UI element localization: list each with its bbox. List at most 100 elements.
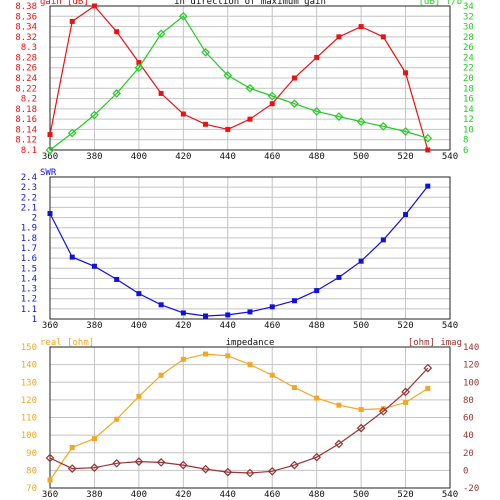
left-tick-label: 1.7 xyxy=(21,244,37,254)
x-tick-label: 360 xyxy=(42,321,58,331)
data-point xyxy=(45,453,55,463)
data-point xyxy=(358,258,364,264)
left-tick-label: 8.18 xyxy=(15,105,37,115)
right-axis-label: [dB] f/b xyxy=(419,0,462,7)
right-tick-label: 22 xyxy=(463,64,474,74)
series-line-1 xyxy=(49,185,429,317)
x-tick-label: 520 xyxy=(397,321,413,331)
data-point xyxy=(378,406,388,416)
right-tick-label: 60 xyxy=(463,414,474,424)
data-point xyxy=(423,133,433,143)
x-tick-label: 420 xyxy=(175,152,191,162)
data-point xyxy=(134,457,144,466)
left-tick-label: 8.14 xyxy=(15,125,37,135)
plot-frame xyxy=(49,346,451,489)
data-point xyxy=(203,313,209,319)
data-point xyxy=(312,107,322,116)
x-tick-label: 520 xyxy=(397,490,413,500)
x-tick-label: 480 xyxy=(309,490,325,500)
data-point xyxy=(336,34,342,40)
data-point xyxy=(291,75,297,81)
data-point xyxy=(156,458,166,467)
right-tick-label: 16 xyxy=(463,95,474,105)
series-line-1 xyxy=(49,353,429,481)
data-point xyxy=(356,423,366,433)
chart-panel-1: 360 380 400 420 440 460 480 500 520 5408.18.128.1… xyxy=(15,0,474,162)
left-tick-label: 2.4 xyxy=(21,173,37,183)
x-tick-label: 500 xyxy=(353,152,369,162)
left-tick-label: 8.34 xyxy=(15,23,37,33)
right-tick-label: 30 xyxy=(463,23,474,33)
data-point xyxy=(336,274,342,280)
x-tick-label: 540 xyxy=(442,152,458,162)
left-tick-label: 1.4 xyxy=(21,274,37,284)
data-point xyxy=(245,468,255,478)
data-point xyxy=(425,147,431,153)
data-point xyxy=(136,60,142,66)
data-point xyxy=(136,393,142,399)
left-tick-label: 8.26 xyxy=(15,64,37,74)
left-tick-label: 120 xyxy=(21,396,37,406)
right-tick-label: 80 xyxy=(463,396,474,406)
data-point xyxy=(225,312,231,318)
data-point xyxy=(136,291,142,297)
data-point xyxy=(291,385,297,391)
left-tick-label: 2.3 xyxy=(21,183,37,193)
data-point xyxy=(380,34,386,40)
right-tick-label: 140 xyxy=(463,343,479,353)
left-tick-label: 110 xyxy=(21,414,37,424)
data-point xyxy=(291,298,297,304)
data-point xyxy=(247,116,253,122)
x-tick-label: 460 xyxy=(264,152,280,162)
x-tick-label: 360 xyxy=(42,152,58,162)
plot-frame xyxy=(49,5,451,151)
chart-panel-2: 360 380 400 420 440 460 480 500 520 540 11.11.21.3… xyxy=(21,168,458,331)
data-point xyxy=(112,89,122,98)
data-point xyxy=(91,263,97,269)
right-tick-label: 12 xyxy=(463,115,474,125)
left-tick-label: 1.2 xyxy=(21,295,37,305)
series-line-1 xyxy=(49,5,429,151)
x-tick-label: 480 xyxy=(309,321,325,331)
left-tick-label: 8.38 xyxy=(15,2,37,12)
data-point xyxy=(334,439,344,449)
left-tick-label: 8.12 xyxy=(15,136,37,146)
data-point xyxy=(290,460,299,470)
left-tick-label: 8.24 xyxy=(15,74,37,84)
right-tick-label: 14 xyxy=(463,105,474,115)
left-tick-label: 2 xyxy=(32,214,37,224)
data-point xyxy=(47,211,53,217)
left-tick-label: 1.9 xyxy=(21,224,37,234)
data-point xyxy=(401,387,410,397)
data-point xyxy=(158,90,164,96)
data-point xyxy=(69,254,75,260)
data-point xyxy=(158,372,164,378)
x-tick-label: 460 xyxy=(264,490,280,500)
right-tick-label: 120 xyxy=(463,361,479,371)
data-point xyxy=(247,309,253,315)
x-tick-label: 400 xyxy=(131,152,147,162)
right-axis-label: [ohm] imag xyxy=(408,338,462,348)
data-point xyxy=(180,111,186,117)
left-tick-label: 130 xyxy=(21,378,37,388)
left-tick-label: 70 xyxy=(26,484,37,494)
right-tick-label: 28 xyxy=(463,33,474,43)
data-point xyxy=(114,276,120,282)
data-point xyxy=(45,145,55,155)
data-point xyxy=(223,467,233,477)
right-tick-label: 18 xyxy=(463,84,474,94)
left-tick-label: 8.36 xyxy=(15,12,37,22)
left-tick-label: 1.1 xyxy=(21,305,37,315)
data-point xyxy=(336,402,342,408)
data-point xyxy=(403,400,409,406)
right-tick-label: 40 xyxy=(463,431,474,441)
data-point xyxy=(158,302,164,308)
data-point xyxy=(91,3,97,9)
data-point xyxy=(380,406,386,412)
data-point xyxy=(201,464,210,474)
data-point xyxy=(90,463,99,473)
series-line-2 xyxy=(49,367,429,474)
data-point xyxy=(267,91,277,101)
x-tick-label: 480 xyxy=(309,152,325,162)
left-tick-label: 8.16 xyxy=(15,115,37,125)
